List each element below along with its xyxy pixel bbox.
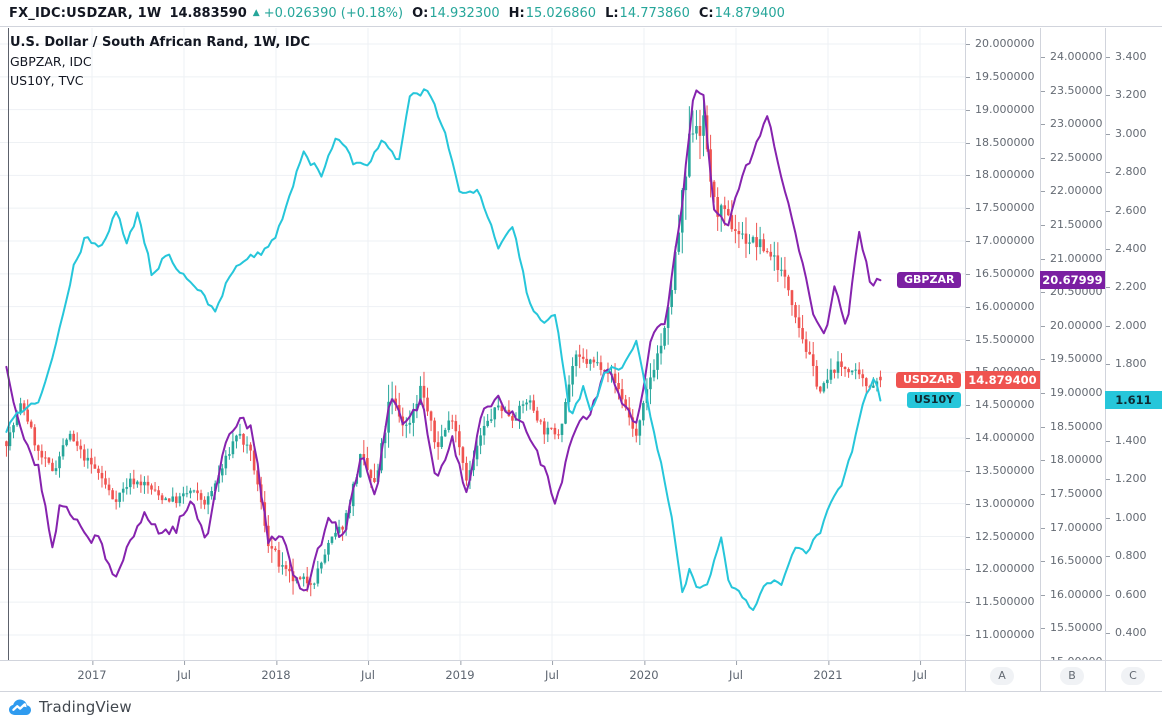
price-tick-label: 18.00000: [1041, 453, 1103, 467]
last-price: 14.883590: [169, 5, 247, 21]
price-tick-label: 2.400: [1106, 242, 1147, 256]
price-scale-b[interactable]: 24.00000 23.50000 23.00000 22.50000 22.00000…: [1040, 28, 1105, 668]
up-arrow-icon: ▲: [252, 8, 260, 18]
time-axis[interactable]: A B C 2017 Jul 2018 Jul 2019 Jul 2020 Jul 2021 Ju…: [0, 660, 1162, 692]
usdzar-series-pill: USDZAR: [896, 372, 961, 389]
close-value: 14.879400: [714, 5, 785, 21]
axis-divider: [1105, 661, 1106, 692]
price-tick-label: 2.800: [1106, 165, 1147, 179]
price-tick-label: 13.500000: [966, 464, 1035, 478]
scale-a-button[interactable]: A: [990, 667, 1014, 685]
gbpzar-series-pill: GBPZAR: [897, 272, 962, 289]
price-change: +0.026390 (+0.18%): [263, 5, 404, 21]
price-tick-label: 16.50000: [1041, 554, 1103, 568]
price-tick-label: 14.500000: [966, 398, 1035, 412]
price-tick-label: 16.00000: [1041, 588, 1103, 602]
open-value: 14.932300: [429, 5, 500, 21]
tradingview-logo-icon[interactable]: [8, 698, 32, 717]
price-tick-label: 21.00000: [1041, 252, 1103, 266]
price-tick-label: 15.50000: [1041, 621, 1103, 635]
price-tick-label: 12.000000: [966, 562, 1035, 576]
vertical-line-drawing[interactable]: [8, 28, 9, 691]
price-tick-label: 17.00000: [1041, 521, 1103, 535]
price-tick-label: 22.50000: [1041, 151, 1103, 165]
symbol-title: FX_IDC:USDZAR, 1W: [9, 5, 162, 21]
legend-gbpzar[interactable]: GBPZAR, IDC: [10, 54, 92, 69]
tradingview-brand-text[interactable]: TradingView: [39, 698, 132, 716]
time-tick-label: Jul: [177, 661, 191, 682]
symbol-info-bar: FX_IDC:USDZAR, 1W 14.883590 ▲ +0.026390 …: [0, 0, 1162, 27]
price-tick-label: 23.00000: [1041, 117, 1103, 131]
price-tick-label: 24.00000: [1041, 50, 1103, 64]
price-tick-label: 22.00000: [1041, 184, 1103, 198]
price-scale-c[interactable]: 3.400 3.200 3.000 2.800 2.600 2.400 2.200 2.000…: [1105, 28, 1162, 660]
scale-b-button[interactable]: B: [1060, 667, 1084, 685]
price-tick-label: 2.600: [1106, 204, 1147, 218]
legend-us10y[interactable]: US10Y, TVC: [10, 73, 84, 88]
legend-main-series[interactable]: U.S. Dollar / South African Rand, 1W, ID…: [10, 35, 311, 50]
price-tick-label: 16.000000: [966, 300, 1035, 314]
price-tick-label: 17.000000: [966, 234, 1035, 248]
price-tick-label: 1.800: [1106, 357, 1147, 371]
chart-legend: U.S. Dollar / South African Rand, 1W, ID…: [10, 33, 310, 90]
price-tick-label: 0.800: [1106, 549, 1147, 563]
price-tick-label: 17.500000: [966, 201, 1035, 215]
price-tick-label: 3.200: [1106, 88, 1147, 102]
price-tick-label: 13.000000: [966, 497, 1035, 511]
price-tick-label: 1.200: [1106, 472, 1147, 486]
price-tick-label: 11.500000: [966, 595, 1035, 609]
price-tick-label: 18.500000: [966, 136, 1035, 150]
price-tick-label: 3.400: [1106, 50, 1147, 64]
price-tick-label: 15.500000: [966, 333, 1035, 347]
price-chart-canvas[interactable]: [0, 28, 965, 660]
price-tick-label: 11.000000: [966, 628, 1035, 642]
footer-bar: TradingView: [0, 691, 1162, 722]
price-tick-label: 18.50000: [1041, 420, 1103, 434]
low-value: 14.773860: [619, 5, 690, 21]
price-scale-a[interactable]: 20.000000 19.500000 19.000000 18.500000 18.0…: [965, 28, 1040, 660]
time-tick-label: 2019: [445, 661, 475, 682]
price-tick-label: 2.200: [1106, 280, 1147, 294]
us10y-series-pill: US10Y: [907, 392, 962, 409]
price-tick-label: 3.000: [1106, 127, 1147, 141]
axis-divider: [1040, 661, 1041, 692]
open-label: O:: [412, 5, 429, 21]
price-tick-label: 20.00000: [1041, 319, 1103, 333]
price-tick-label: 12.500000: [966, 530, 1035, 544]
scale-c-button[interactable]: C: [1121, 667, 1145, 685]
high-value: 15.026860: [525, 5, 597, 21]
price-tick-label: 19.50000: [1041, 352, 1103, 366]
time-tick-label: 2018: [261, 661, 291, 682]
price-tick-label: 21.50000: [1041, 218, 1103, 232]
axis-divider: [965, 661, 966, 692]
close-label: C:: [698, 5, 714, 21]
time-tick-label: Jul: [545, 661, 559, 682]
price-tick-label: 17.50000: [1041, 487, 1103, 501]
us10y-price-badge: 1.611: [1105, 391, 1162, 410]
price-tick-label: 0.400: [1106, 626, 1147, 640]
price-tick-label: 19.000000: [966, 103, 1035, 117]
price-tick-label: 2.000: [1106, 319, 1147, 333]
price-tick-label: 14.000000: [966, 431, 1035, 445]
price-tick-label: 20.000000: [966, 37, 1035, 51]
price-tick-label: 16.500000: [966, 267, 1035, 281]
high-label: H:: [508, 5, 525, 21]
usdzar-price-badge: 14.879400: [965, 371, 1040, 390]
low-label: L:: [605, 5, 619, 21]
price-tick-label: 1.000: [1106, 511, 1147, 525]
time-tick-label: Jul: [361, 661, 375, 682]
price-tick-label: 0.600: [1106, 588, 1147, 602]
time-tick-label: Jul: [913, 661, 927, 682]
time-tick-label: 2021: [813, 661, 843, 682]
price-tick-label: 19.00000: [1041, 386, 1103, 400]
price-tick-label: 18.000000: [966, 168, 1035, 182]
gbpzar-price-badge: 20.67999: [1040, 271, 1105, 290]
price-tick-label: 23.50000: [1041, 84, 1103, 98]
price-tick-label: 1.400: [1106, 434, 1147, 448]
price-tick-label: 19.500000: [966, 70, 1035, 84]
time-tick-label: 2017: [77, 661, 107, 682]
time-tick-label: 2020: [629, 661, 659, 682]
time-tick-label: Jul: [729, 661, 743, 682]
